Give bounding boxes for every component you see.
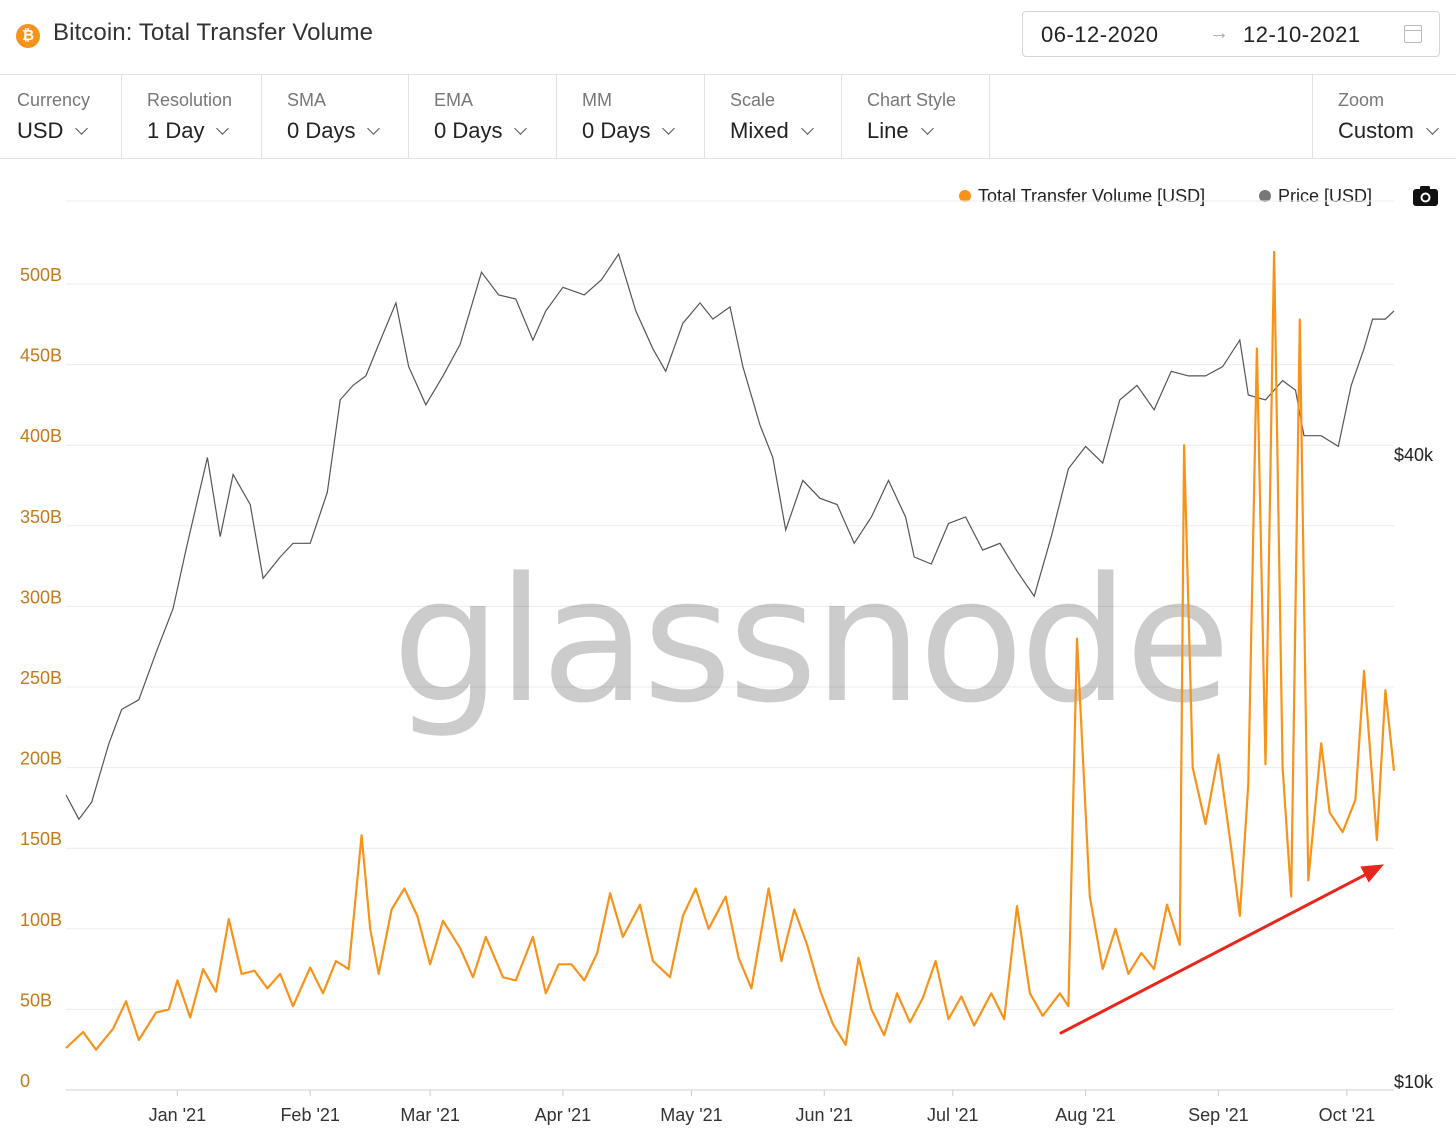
chart-header: ₿ Bitcoin: Total Transfer Volume 06-12-2… bbox=[0, 0, 1456, 74]
trend-arrow-annotation bbox=[1059, 864, 1384, 1035]
y-tick-label: 0 bbox=[20, 1071, 30, 1091]
resolution-dropdown[interactable]: Resolution 1 Day bbox=[122, 75, 262, 159]
x-tick-label: Jan '21 bbox=[149, 1105, 206, 1125]
x-tick-label: Mar '21 bbox=[400, 1105, 459, 1125]
price-series-line bbox=[65, 252, 1395, 821]
y-right-tick-label: $40k bbox=[1394, 445, 1434, 465]
chevron-down-icon bbox=[1425, 122, 1439, 135]
chevron-down-icon bbox=[662, 122, 676, 135]
arrow-right-icon: → bbox=[1209, 22, 1229, 44]
chevron-down-icon bbox=[367, 122, 381, 135]
y-tick-label: 250B bbox=[20, 668, 62, 688]
y-tick-label: 200B bbox=[20, 749, 62, 769]
bitcoin-icon: ₿ bbox=[16, 24, 40, 48]
y-tick-label: 100B bbox=[20, 910, 62, 930]
zoom-label: Zoom bbox=[1338, 90, 1385, 110]
y-tick-label: 50B bbox=[20, 990, 52, 1010]
watermark: glassnode bbox=[392, 540, 1227, 741]
resolution-value[interactable]: 1 Day bbox=[147, 118, 230, 144]
x-tick-label: Jul '21 bbox=[927, 1105, 978, 1125]
sma-dropdown[interactable]: SMA 0 Days bbox=[262, 75, 409, 159]
x-tick-label: Apr '21 bbox=[535, 1105, 591, 1125]
chart-area: 0 50B 100B 150B 200B 250B 300B 350B 400B 450B 500B… bbox=[20, 200, 1434, 1125]
calendar-icon[interactable] bbox=[1404, 25, 1422, 43]
date-from-input[interactable]: 06-12-2020 bbox=[1041, 22, 1159, 47]
legend-dot-volume bbox=[959, 190, 971, 202]
legend-dot-price bbox=[1259, 190, 1271, 202]
y-right-tick-label: $10k bbox=[1394, 1072, 1434, 1092]
volume-series-line bbox=[65, 250, 1396, 1051]
chevron-down-icon bbox=[75, 122, 89, 135]
chart-style-value[interactable]: Line bbox=[867, 118, 934, 144]
chart-style-dropdown[interactable]: Chart Style Line bbox=[842, 75, 990, 159]
x-tick-label: Feb '21 bbox=[280, 1105, 339, 1125]
x-tick-label: Oct '21 bbox=[1319, 1105, 1375, 1125]
ema-value[interactable]: 0 Days bbox=[434, 118, 528, 144]
y-tick-label: 400B bbox=[20, 426, 62, 446]
y-tick-label: 500B bbox=[20, 265, 62, 285]
zoom-value[interactable]: Custom bbox=[1338, 118, 1439, 144]
chevron-down-icon bbox=[800, 122, 814, 135]
arrow-shaft bbox=[1059, 870, 1371, 1035]
arrow-head bbox=[1360, 864, 1384, 883]
mm-dropdown[interactable]: MM 0 Days bbox=[557, 75, 705, 159]
scale-dropdown[interactable]: Scale Mixed bbox=[705, 75, 842, 159]
chart-style-label: Chart Style bbox=[867, 90, 957, 110]
ema-label: EMA bbox=[434, 90, 474, 110]
chevron-down-icon bbox=[514, 122, 528, 135]
x-tick-label: May '21 bbox=[660, 1105, 722, 1125]
ema-dropdown[interactable]: EMA 0 Days bbox=[409, 75, 557, 159]
sma-value[interactable]: 0 Days bbox=[287, 118, 381, 144]
mm-value[interactable]: 0 Days bbox=[582, 118, 676, 144]
y-axis-right: $10k $40k bbox=[1394, 445, 1434, 1092]
date-range-picker[interactable]: 06-12-2020 → 12-10-2021 bbox=[1022, 11, 1440, 57]
x-tick-label: Sep '21 bbox=[1188, 1105, 1249, 1125]
grid-lines bbox=[66, 200, 1394, 1091]
scale-value[interactable]: Mixed bbox=[730, 118, 814, 144]
resolution-label: Resolution bbox=[147, 90, 233, 110]
mm-label: MM bbox=[582, 90, 612, 110]
chevron-down-icon bbox=[920, 122, 934, 135]
chart-toolbar: Currency USD Resolution 1 Day SMA 0 Days… bbox=[0, 74, 1456, 159]
currency-dropdown[interactable]: Currency USD bbox=[0, 75, 122, 159]
page-title: Bitcoin: Total Transfer Volume bbox=[53, 19, 374, 46]
x-tick-label: Aug '21 bbox=[1055, 1105, 1116, 1125]
chevron-down-icon bbox=[216, 122, 230, 135]
zoom-dropdown[interactable]: Zoom Custom bbox=[1312, 75, 1456, 159]
camera-icon[interactable] bbox=[1412, 185, 1439, 207]
x-axis: Jan '21 Feb '21 Mar '21 Apr '21 May '21 Jun '… bbox=[149, 1090, 1375, 1125]
x-tick-label: Jun '21 bbox=[796, 1105, 853, 1125]
scale-label: Scale bbox=[730, 90, 776, 110]
y-axis-left: 0 50B 100B 150B 200B 250B 300B 350B 400B 450B 500B bbox=[20, 265, 62, 1091]
sma-label: SMA bbox=[287, 90, 327, 110]
y-tick-label: 300B bbox=[20, 587, 62, 607]
y-tick-label: 350B bbox=[20, 507, 62, 527]
currency-value[interactable]: USD bbox=[17, 118, 89, 144]
y-tick-label: 450B bbox=[20, 346, 62, 366]
y-tick-label: 150B bbox=[20, 829, 62, 849]
currency-label: Currency bbox=[17, 90, 91, 110]
date-to-input[interactable]: 12-10-2021 bbox=[1243, 22, 1361, 47]
